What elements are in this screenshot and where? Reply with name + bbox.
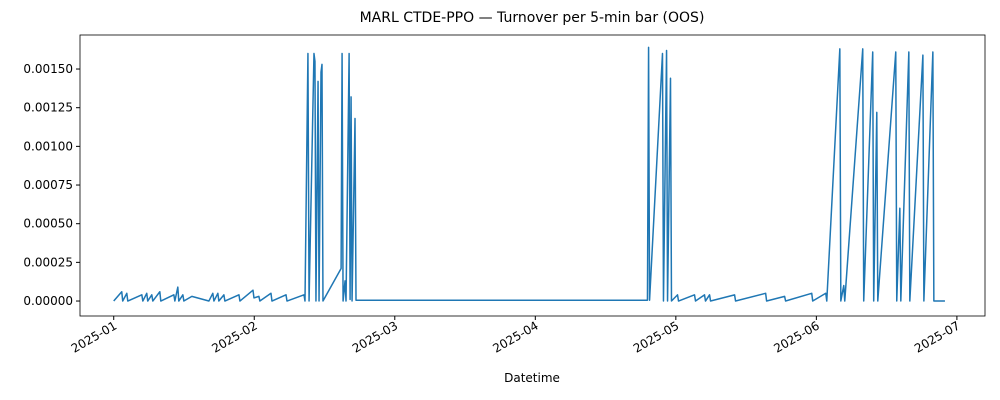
x-tick-label: 2025-05: [631, 318, 681, 355]
x-tick-label: 2025-07: [912, 318, 962, 355]
chart-title: MARL CTDE-PPO — Turnover per 5-min bar (…: [360, 10, 705, 26]
x-axis-label: Datetime: [504, 371, 560, 385]
y-tick-label: 0.00075: [23, 178, 73, 192]
y-tick-label: 0.00150: [23, 62, 73, 76]
y-tick-label: 0.00050: [23, 217, 73, 231]
x-tick-label: 2025-02: [209, 318, 259, 355]
data-line: [113, 46, 945, 302]
x-tick-label: 2025-04: [490, 318, 540, 355]
y-tick-label: 0.00025: [23, 255, 73, 269]
y-tick-label: 0.00100: [23, 139, 73, 153]
x-tick-label: 2025-03: [350, 318, 400, 355]
x-tick-label: 2025-01: [69, 318, 119, 355]
plot-frame: [79, 34, 986, 317]
y-tick-label: 0.00125: [23, 101, 73, 115]
x-tick-label: 2025-06: [771, 318, 821, 355]
y-tick-label: 0.00000: [23, 294, 73, 308]
